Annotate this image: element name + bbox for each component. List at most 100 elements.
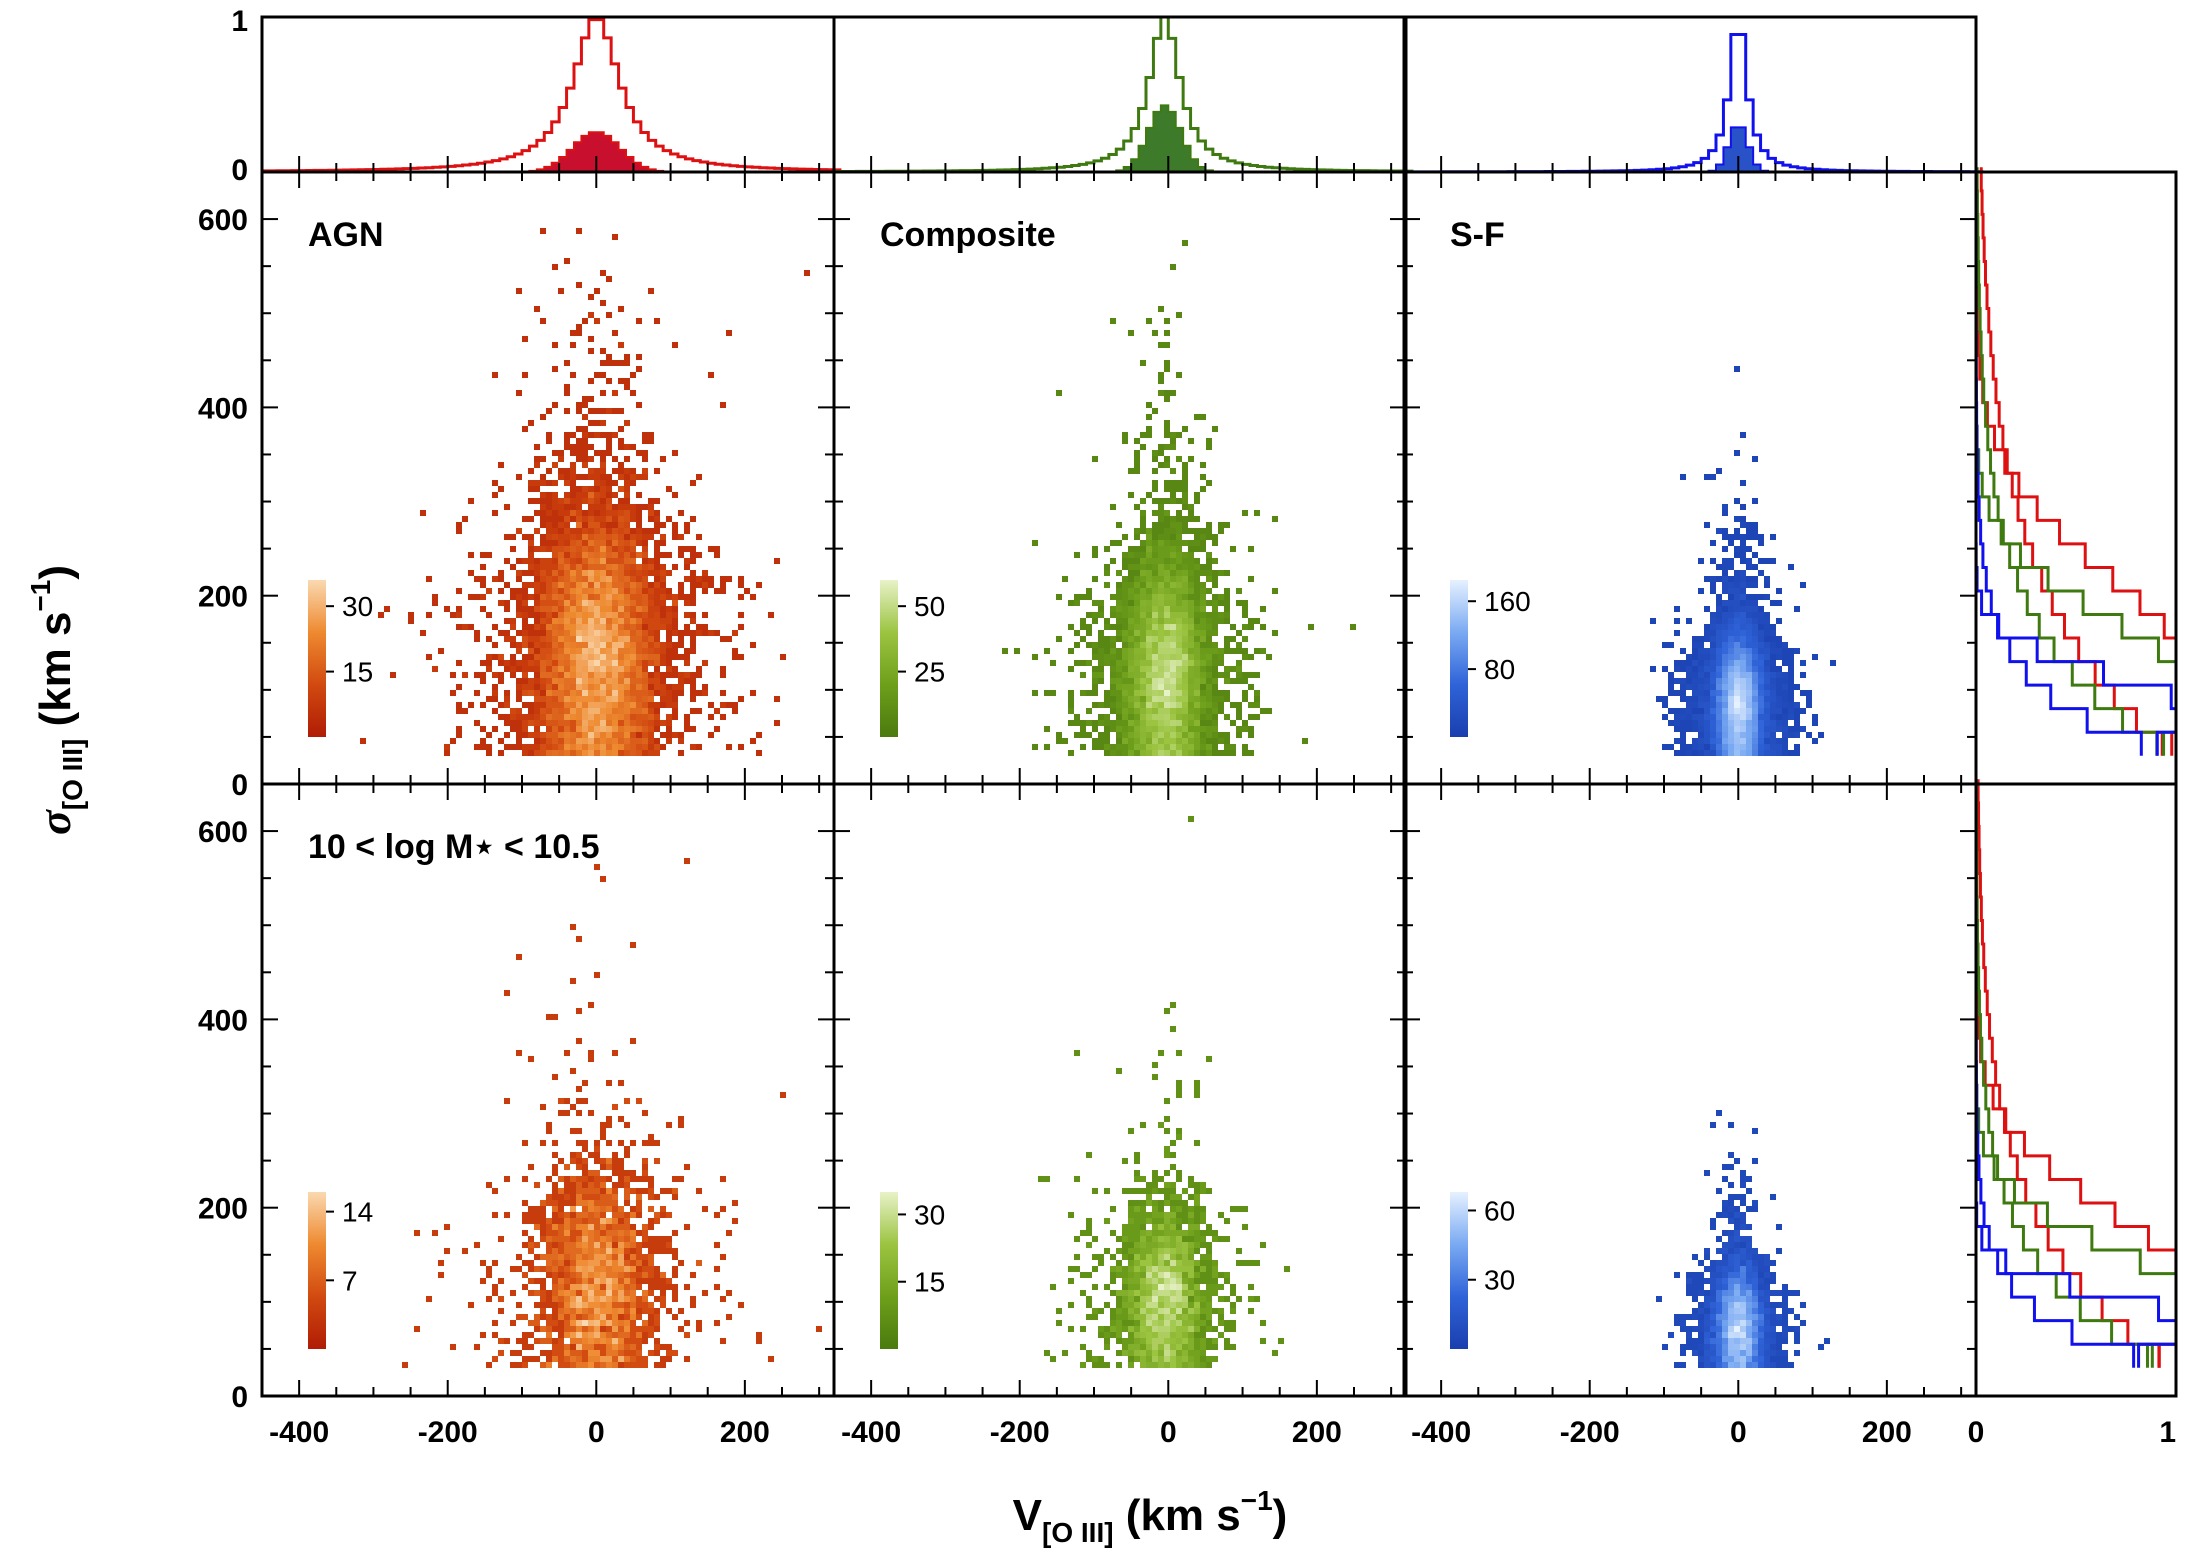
density-bin xyxy=(1116,702,1122,708)
density-bin xyxy=(1728,612,1734,618)
density-bin xyxy=(594,1152,600,1158)
density-bin xyxy=(1698,672,1704,678)
density-bin xyxy=(1704,1350,1710,1356)
density-bin xyxy=(1698,648,1704,654)
density-bin xyxy=(1782,1284,1788,1290)
density-bin xyxy=(1212,1290,1218,1296)
density-bin xyxy=(606,360,612,366)
density-bin xyxy=(1782,750,1788,756)
density-bin xyxy=(642,726,648,732)
density-bin xyxy=(1122,1278,1128,1284)
density-bin xyxy=(1128,642,1134,648)
density-bin xyxy=(1722,600,1728,606)
density-bin xyxy=(654,1278,660,1284)
density-bin xyxy=(540,1302,546,1308)
density-bin xyxy=(594,612,600,618)
density-bin xyxy=(1764,576,1770,582)
density-bin xyxy=(1236,672,1242,678)
density-bin xyxy=(696,708,702,714)
density-bin xyxy=(552,1074,558,1080)
density-bin xyxy=(534,594,540,600)
density-bin xyxy=(1158,582,1164,588)
density-bin xyxy=(576,666,582,672)
density-bin xyxy=(1188,648,1194,654)
density-bin xyxy=(1716,636,1722,642)
density-bin xyxy=(1194,570,1200,576)
density-bin xyxy=(1038,1176,1044,1182)
density-bin xyxy=(576,1242,582,1248)
density-bin xyxy=(690,552,696,558)
density-bin xyxy=(594,318,600,324)
density-bin xyxy=(1206,528,1212,534)
density-bin xyxy=(1164,732,1170,738)
density-bin xyxy=(1158,726,1164,732)
density-bin xyxy=(1122,630,1128,636)
density-bin xyxy=(582,642,588,648)
density-bin xyxy=(1158,654,1164,660)
density-bin xyxy=(618,1164,624,1170)
density-bin xyxy=(588,1260,594,1266)
side-hist-s-f-row1 xyxy=(1974,779,2178,1368)
density-bin xyxy=(624,522,630,528)
density-bin xyxy=(1152,408,1158,414)
density-bin xyxy=(1722,708,1728,714)
density-bin xyxy=(1194,750,1200,756)
density-bin xyxy=(1122,738,1128,744)
density-bin xyxy=(1254,510,1260,516)
density-bin xyxy=(1146,1338,1152,1344)
density-bin xyxy=(1740,504,1746,510)
density-bin xyxy=(666,1242,672,1248)
density-bin xyxy=(492,726,498,732)
density-bin xyxy=(732,1218,738,1224)
density-bin xyxy=(1182,618,1188,624)
density-bin xyxy=(1188,1296,1194,1302)
density-bin xyxy=(1188,582,1194,588)
density-bin xyxy=(1692,690,1698,696)
density-bin xyxy=(1728,702,1734,708)
density-bin xyxy=(606,720,612,726)
density-bin xyxy=(1152,1062,1158,1068)
density-bin xyxy=(552,648,558,654)
density-bin xyxy=(654,1314,660,1320)
density-bin xyxy=(576,708,582,714)
density-bin xyxy=(1752,1344,1758,1350)
density-bin xyxy=(1758,732,1764,738)
density-bin xyxy=(1164,510,1170,516)
density-bin xyxy=(582,582,588,588)
density-bin xyxy=(1710,1272,1716,1278)
density-bin xyxy=(594,1254,600,1260)
density-bin xyxy=(636,714,642,720)
density-bin xyxy=(606,1254,612,1260)
density-bin xyxy=(612,1320,618,1326)
density-bin xyxy=(1164,1116,1170,1122)
density-bin xyxy=(528,1218,534,1224)
density-bin xyxy=(552,1014,558,1020)
density-bin xyxy=(1158,618,1164,624)
density-bin xyxy=(594,1344,600,1350)
density-bin xyxy=(1236,648,1242,654)
density-bin xyxy=(450,738,456,744)
density-bin xyxy=(1674,720,1680,726)
density-bin xyxy=(1752,660,1758,666)
density-bin xyxy=(420,630,426,636)
density-bin xyxy=(1068,648,1074,654)
density-bin xyxy=(1176,1338,1182,1344)
density-bin xyxy=(1758,1332,1764,1338)
density-bin xyxy=(1740,1266,1746,1272)
density-bin xyxy=(570,1236,576,1242)
density-bin xyxy=(576,606,582,612)
density-bin xyxy=(618,648,624,654)
density-bin xyxy=(1746,1290,1752,1296)
density-bin xyxy=(606,534,612,540)
density-bin xyxy=(570,1350,576,1356)
density-bin xyxy=(1116,582,1122,588)
density-bin xyxy=(1716,600,1722,606)
density-bin xyxy=(1182,648,1188,654)
density-bin xyxy=(600,456,606,462)
density-bin xyxy=(534,570,540,576)
density-bin xyxy=(1710,744,1716,750)
density-bin xyxy=(552,1188,558,1194)
density-bin xyxy=(654,624,660,630)
density-bin xyxy=(1140,618,1146,624)
density-bin xyxy=(636,708,642,714)
